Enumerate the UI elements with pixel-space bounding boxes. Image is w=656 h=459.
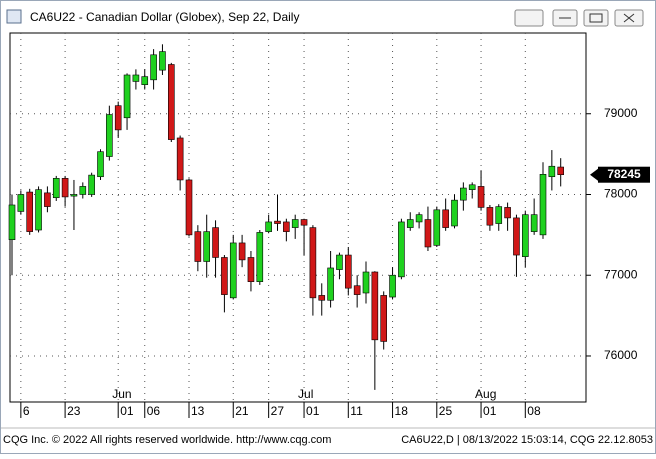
x-tick-label: 21 [235,404,249,418]
candle-body [8,204,16,241]
candle-body [79,186,87,195]
x-tick-label: 06 [147,404,161,418]
candle-body [433,209,441,246]
y-tick-label: 76000 [604,348,638,362]
candle-body [460,187,467,201]
candle-body [353,285,361,295]
candle-body [521,214,529,257]
icon [589,13,603,23]
candle-body [274,220,281,224]
window-icon [6,9,22,24]
last-price-label: 78245 [607,167,641,181]
x-tick-label: 01 [483,404,497,418]
candle-body [539,174,547,236]
x-tick-label: 25 [439,404,453,418]
candle-body [362,271,370,294]
candle-body [229,242,237,299]
candle-body [61,178,69,198]
candle-body [548,165,556,178]
candle-body [398,221,405,278]
candle-body [150,54,157,81]
candle-body [97,151,104,178]
candle-body [168,64,175,140]
x-tick-label: 27 [271,404,285,418]
footer-left: CQG Inc. © 2022 All rights reserved worl… [3,434,331,446]
candle-body [318,295,326,301]
candle-body [468,184,476,190]
candle-body [415,214,423,223]
candle-body [451,199,458,227]
y-tick-label: 79000 [604,106,638,120]
candle-body [327,267,334,301]
candle-body [26,191,34,232]
candle-body [406,219,414,228]
icon [623,13,635,23]
title-bar [1,1,655,31]
month-label: Aug [475,387,496,401]
x-tick-label: 6 [23,404,30,418]
candle-body [530,214,538,232]
candle-body [300,219,308,226]
candle-body [221,257,228,295]
candle-body [35,189,42,231]
x-tick-label: 18 [395,404,409,418]
x-tick-label: 13 [191,404,205,418]
candle-body [176,137,184,181]
x-tick-label: 11 [350,404,363,418]
candle-body [141,76,149,85]
candle-body [238,242,246,261]
candle-body [344,254,352,289]
candle-body [194,231,202,262]
month-label: Jun [112,387,131,401]
candle-body [114,105,122,131]
candle-body [203,231,210,262]
candle-body [371,271,379,341]
x-tick-label: 23 [67,404,81,418]
x-tick-label: 08 [527,404,541,418]
month-label: Jul [298,387,313,401]
candle-body [44,192,51,207]
candle-body [159,51,166,71]
candle-body [123,74,131,119]
candle-body [513,217,520,256]
candle-body [495,206,503,224]
candle-body [17,194,25,212]
candle-body [291,219,299,228]
candle-body [132,74,140,82]
candle-body [309,227,317,299]
maximize-button[interactable] [583,9,609,27]
link-button[interactable] [514,9,544,27]
candle-body [486,207,494,226]
y-tick-label: 78000 [604,187,638,201]
candle-body [477,186,485,208]
candle-body [557,166,565,176]
candle-body [442,209,449,228]
x-tick-label: 01 [120,404,134,418]
candle-body [283,221,290,232]
candle-body [389,274,396,298]
candle-body [106,114,113,157]
candle-body [52,178,60,199]
candle-body [247,257,255,282]
y-tick-label: 77000 [604,267,638,281]
candle-body [88,174,95,195]
candle-body [212,227,219,258]
candle-body [504,207,511,219]
candle-body [424,219,432,248]
footer-right: CA6U22,D | 08/13/2022 15:03:14, CQG 22.1… [401,434,653,446]
x-tick-label: 01 [306,404,320,418]
last-price-box [598,166,650,183]
last-price-pointer [590,168,598,181]
window-title: CA6U22 - Canadian Dollar (Globex), Sep 2… [30,10,299,24]
candle-body [380,295,388,342]
candle-body [336,254,343,270]
candle-body [265,221,272,232]
candle-body [70,194,78,197]
candle-body [256,232,264,282]
candle-body [185,179,193,236]
